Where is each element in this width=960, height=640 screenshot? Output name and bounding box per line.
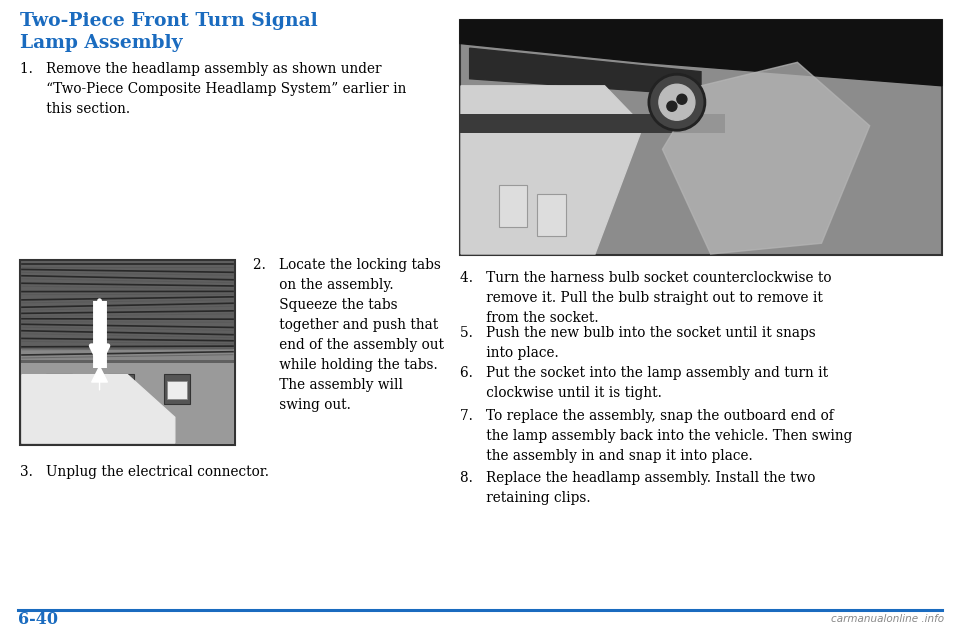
Bar [164,374,190,404]
Polygon shape [461,86,643,254]
Text: 6-40: 6-40 [18,611,58,628]
Circle shape [659,84,695,120]
FancyBboxPatch shape [538,194,566,236]
Text: 1.   Remove the headlamp assembly as shown under
      “Two-Piece Composite Head: 1. Remove the headlamp assembly as shown… [20,62,406,116]
Text: 8.   Replace the headlamp assembly. Install the two
      retaining clips.: 8. Replace the headlamp assembly. Instal… [460,471,815,505]
Text: Lamp Assembly: Lamp Assembly [20,34,182,52]
Bar [460,114,725,133]
Text: Two-Piece Front Turn Signal: Two-Piece Front Turn Signal [20,12,318,30]
Polygon shape [469,48,701,95]
Bar [167,381,187,399]
Text: carmanualonline .info: carmanualonline .info [830,614,944,624]
Circle shape [677,94,687,104]
Bar [21,349,234,360]
Bar [49,381,69,399]
Polygon shape [22,374,175,443]
Bar [460,20,942,255]
Bar [111,381,132,399]
Bar [108,374,134,404]
Circle shape [667,101,677,111]
Text: 2.   Locate the locking tabs
      on the assembly.
      Squeeze the tabs
     : 2. Locate the locking tabs on the assemb… [253,258,444,412]
Bar [21,363,234,444]
Polygon shape [662,62,870,254]
Text: 3.   Unplug the electrical connector.: 3. Unplug the electrical connector. [20,465,269,479]
Polygon shape [460,20,942,86]
FancyBboxPatch shape [498,184,527,227]
Text: 4.   Turn the harness bulb socket counterclockwise to
      remove it. Pull the : 4. Turn the harness bulb socket counterc… [460,271,831,325]
Text: 7.   To replace the assembly, snap the outboard end of
      the lamp assembly b: 7. To replace the assembly, snap the out… [460,409,852,463]
Circle shape [649,74,705,131]
Bar [46,374,72,404]
Bar [20,260,235,445]
Text: 5.   Push the new bulb into the socket until it snaps
      into place.: 5. Push the new bulb into the socket unt… [460,326,816,360]
Text: 6.   Put the socket into the lamp assembly and turn it
      clockwise until it : 6. Put the socket into the lamp assembly… [460,366,828,400]
